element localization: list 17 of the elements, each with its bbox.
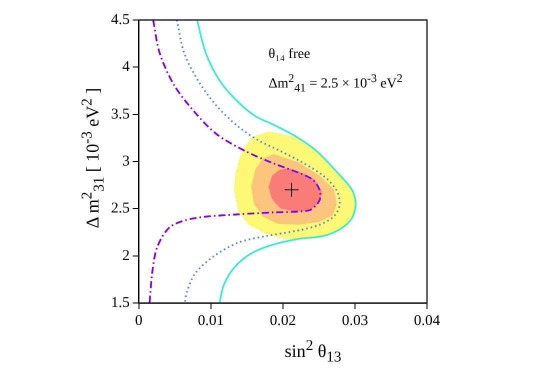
line-series (176, 20, 341, 303)
annotation: θ₁₄ free (268, 46, 312, 64)
y-tick-label: 4.5 (111, 12, 130, 28)
x-tick-label: 0.02 (270, 312, 296, 329)
x-tick-label: 0.04 (414, 312, 441, 329)
y-tick-label: 2 (122, 248, 130, 264)
y-tick-label: 1.5 (111, 294, 130, 311)
x-tick-label: 0 (135, 312, 142, 329)
x-tick-label: 0.01 (198, 312, 224, 329)
x-axis-title: sin$^{2}$ θ$_{13}$ (284, 338, 342, 367)
y-tick-label: 3 (122, 153, 130, 170)
x-tick-label: 0.03 (342, 312, 368, 329)
y-tick-label: 2.5 (111, 200, 130, 217)
line-series (148, 20, 322, 303)
y-tick-label: 4 (122, 59, 130, 76)
y-tick-label: 3.5 (111, 106, 130, 122)
annotation: Δm$^{2}$$_{41}$ = 2.5 × 10$^{-3}$ eV$^{2}$ (268, 70, 403, 96)
